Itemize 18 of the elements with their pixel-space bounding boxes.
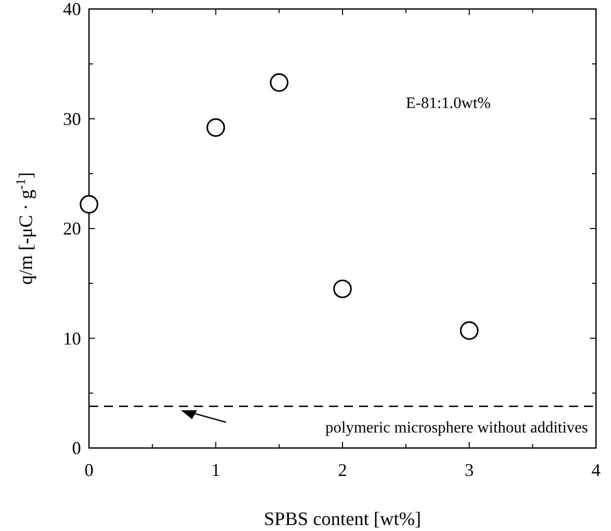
point: [333, 280, 352, 298]
y-tick-label: 20: [63, 218, 81, 238]
x-axis-title: SPBS content [wt%]: [264, 509, 422, 530]
point: [270, 73, 288, 92]
y-tick-label: 0: [72, 438, 81, 458]
ref-line-label: polymeric microsphere without additives: [325, 419, 588, 436]
x-tick-label: 4: [592, 460, 600, 480]
annotation: E-81:1.0wt%: [406, 94, 491, 112]
point: [206, 118, 226, 137]
x-tick-label: 1: [211, 460, 220, 480]
y-tick-label: 10: [63, 328, 81, 348]
y-tick-label: 30: [63, 108, 81, 129]
y-tick-label: 40: [63, 0, 81, 19]
point: [80, 195, 98, 214]
x-tick-label: 0: [84, 460, 94, 480]
point: [460, 321, 479, 340]
x-tick-label: 2: [338, 460, 347, 480]
x-tick-label: 3: [464, 460, 474, 480]
